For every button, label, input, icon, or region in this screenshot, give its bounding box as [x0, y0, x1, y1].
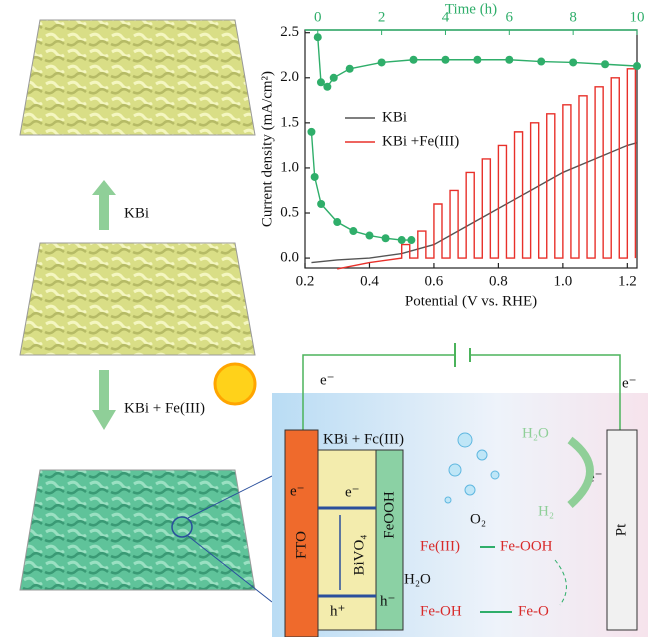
- label: FeOOH: [381, 491, 397, 539]
- arrow-down: [92, 370, 116, 430]
- x-tick-label: 0.6: [425, 273, 444, 289]
- label: KBi + Fc(III): [323, 431, 404, 447]
- label: Fe(III): [420, 538, 460, 554]
- film-fe: [20, 470, 255, 590]
- x-tick-label: 0.4: [360, 273, 379, 289]
- label: H₂O: [404, 571, 431, 587]
- marker: [382, 234, 390, 242]
- marker: [407, 236, 415, 244]
- marker: [330, 74, 338, 82]
- label: e⁻: [622, 375, 637, 391]
- marker: [317, 200, 325, 208]
- label: Fe-O: [518, 603, 549, 619]
- marker: [323, 83, 331, 91]
- marker: [537, 58, 545, 66]
- x2-tick-label: 2: [378, 9, 386, 25]
- label: BiVO₄: [351, 534, 367, 575]
- marker: [441, 56, 449, 64]
- marker: [569, 58, 577, 66]
- label: H₂: [538, 503, 554, 519]
- x2-tick-label: 0: [314, 9, 322, 25]
- label: h⁻: [380, 593, 395, 609]
- marker: [601, 60, 609, 68]
- marker: [378, 58, 386, 66]
- marker: [365, 232, 373, 240]
- legend-label: KBi +Fe(III): [382, 133, 459, 149]
- y-axis-label: Current density (mA/cm²): [259, 71, 275, 227]
- label: FTO: [293, 531, 309, 559]
- x-tick-label: 0.2: [296, 273, 315, 289]
- y-tick-label: 1.5: [280, 114, 299, 130]
- y-tick-label: 0.0: [280, 250, 299, 266]
- x-tick-label: 1.2: [618, 273, 637, 289]
- x-axis-label: Potential (V vs. RHE): [405, 293, 537, 309]
- x2-tick-label: 10: [630, 9, 645, 25]
- label: O₂: [470, 511, 486, 527]
- marker: [410, 56, 418, 64]
- marker: [307, 128, 315, 136]
- label-kbi: KBi: [124, 205, 149, 221]
- label: e⁻: [290, 483, 305, 499]
- marker: [314, 33, 322, 41]
- label: Fe-OH: [420, 603, 462, 619]
- figure: KBi KBi + Fe(III) e⁻ e⁻ KBi + Fc(III) FT…: [0, 0, 648, 637]
- label: h⁺: [330, 603, 345, 619]
- label: H₂O: [522, 425, 549, 441]
- label: e⁻: [345, 484, 360, 500]
- x-tick-label: 1.0: [553, 273, 572, 289]
- y-tick-label: 2.0: [280, 69, 299, 85]
- x-tick-label: 0.8: [489, 273, 508, 289]
- marker: [633, 62, 641, 70]
- label: Pt: [613, 523, 629, 536]
- label-kbi-fe: KBi + Fe(III): [124, 400, 205, 416]
- film-bare: [20, 243, 255, 355]
- x2-tick-label: 8: [569, 9, 577, 25]
- marker: [505, 56, 513, 64]
- marker: [333, 218, 341, 226]
- marker: [346, 65, 354, 73]
- marker: [398, 236, 406, 244]
- y-tick-label: 2.5: [280, 24, 299, 40]
- marker: [349, 227, 357, 235]
- y-tick-label: 0.5: [280, 204, 299, 220]
- x2-axis-label: Time (h): [445, 1, 497, 17]
- legend-label: KBi: [382, 109, 407, 125]
- marker: [473, 56, 481, 64]
- label: e⁻: [320, 372, 335, 388]
- label: Fe-OOH: [500, 538, 553, 554]
- arrow-up: [92, 180, 116, 230]
- y-tick-label: 1.0: [280, 159, 299, 175]
- film-kbi: [20, 20, 255, 135]
- sun: [215, 364, 255, 404]
- x2-tick-label: 6: [506, 9, 514, 25]
- marker: [311, 173, 319, 181]
